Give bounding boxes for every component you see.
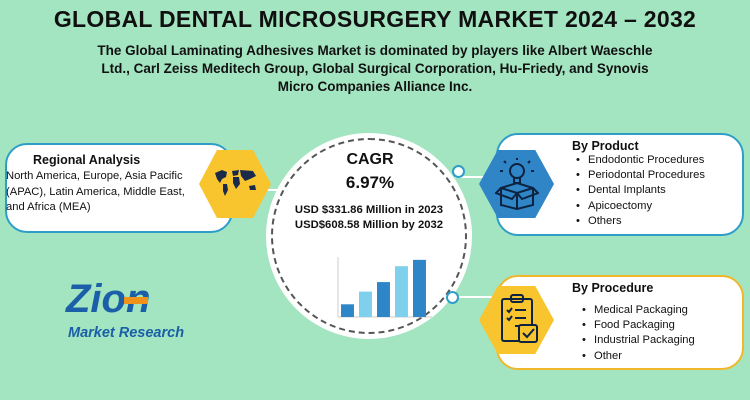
chart-bar <box>341 304 354 317</box>
subtitle-line: Micro Companies Alliance Inc. <box>277 79 473 94</box>
by-procedure-title: By Procedure <box>572 281 654 295</box>
connector-right-bottom <box>450 296 495 298</box>
chart-bar <box>413 259 426 317</box>
by-product-title: By Product <box>572 139 639 153</box>
market-value-2032: USD$608.58 Million by 2032 <box>294 219 444 231</box>
list-item: Others <box>574 214 705 229</box>
cagr-label: CAGR <box>346 151 394 168</box>
list-item: Other <box>580 349 695 364</box>
by-product-list: Endodontic Procedures Periodontal Proced… <box>574 153 705 229</box>
regional-text: North America, Europe, Asia Pacific (APA… <box>6 170 185 213</box>
growth-bar-chart <box>337 257 432 318</box>
list-item: Food Packaging <box>580 318 695 333</box>
connector-dot-right-top <box>452 165 465 178</box>
connector-dot-right-bottom <box>446 291 459 304</box>
cagr-value: 6.97% <box>345 173 395 192</box>
connector-right-top <box>455 176 495 178</box>
list-item: Endodontic Procedures <box>574 153 705 168</box>
regional-title: Regional Analysis <box>33 153 141 167</box>
chart-bar <box>395 266 408 317</box>
checklist-clipboard-icon <box>501 294 538 343</box>
by-procedure-list: Medical Packaging Food Packaging Industr… <box>580 303 695 364</box>
list-item: Periodontal Procedures <box>574 168 705 183</box>
procedure-hexagon <box>479 286 554 354</box>
logo-bar <box>124 297 148 304</box>
list-item: Apicoectomy <box>574 199 705 214</box>
zion-market-research-logo: Zion Market Research <box>65 277 184 341</box>
logo-word-market-research: Market Research <box>68 325 184 341</box>
list-item: Medical Packaging <box>580 303 695 318</box>
subtitle-line: The Global Laminating Adhesives Market i… <box>97 43 653 58</box>
chart-bar <box>377 282 390 317</box>
chart-bar <box>359 291 372 317</box>
list-item: Industrial Packaging <box>580 333 695 348</box>
page-subtitle: The Global Laminating Adhesives Market i… <box>40 42 710 96</box>
page-title: GLOBAL DENTAL MICROSURGERY MARKET 2024 –… <box>53 6 697 32</box>
lightbulb-box-icon <box>495 158 539 210</box>
list-item: Dental Implants <box>574 183 705 198</box>
world-map-icon <box>215 170 256 196</box>
subtitle-line: Ltd., Carl Zeiss Meditech Group, Global … <box>101 61 649 76</box>
market-value-2023: USD $331.86 Million in 2023 <box>294 204 444 216</box>
